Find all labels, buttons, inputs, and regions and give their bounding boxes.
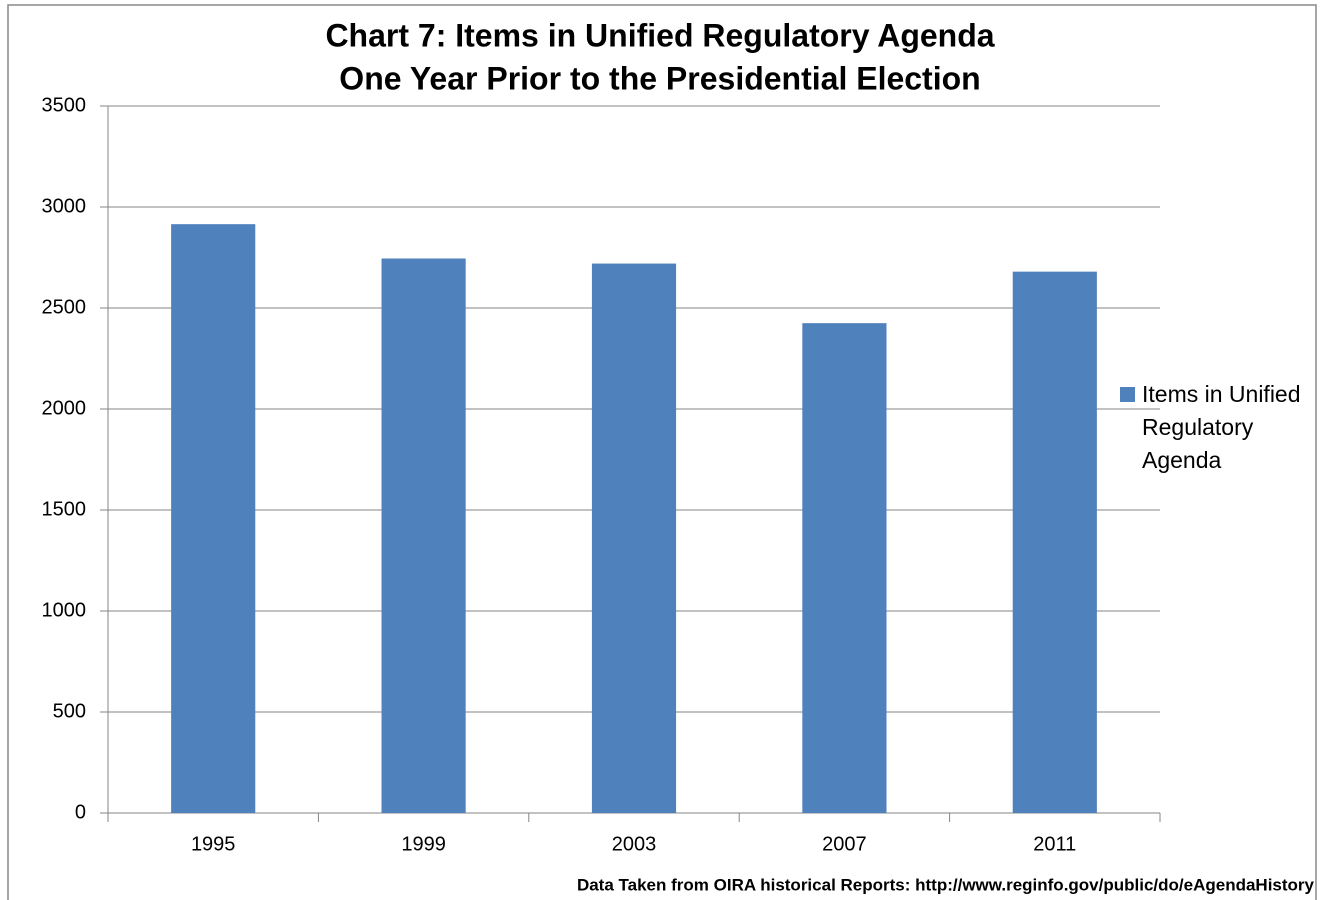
y-tick-label: 500 [53,700,86,722]
y-tick-label: 2000 [42,397,87,419]
chart-title: Chart 7: Items in Unified Regulatory Age… [325,17,994,53]
source-note: Data Taken from OIRA historical Reports:… [577,875,1315,894]
x-tick-label: 1995 [191,833,236,855]
y-tick-label: 1000 [42,599,87,621]
chart-border [7,4,1317,900]
x-tick-label: 1999 [401,833,446,855]
legend-label: Items in Unified Regulatory Agenda [1142,381,1301,473]
y-tick-label: 3000 [42,195,87,217]
y-tick-label: 2500 [42,296,87,318]
bar [1012,271,1097,813]
x-tick-label: 2011 [1033,833,1076,855]
y-tick-label: 3500 [42,94,87,116]
bar [171,224,256,814]
x-tick-label: 2007 [822,833,867,855]
bar [802,323,887,813]
legend-swatch [1120,387,1135,402]
chart-title: One Year Prior to the Presidential Elect… [339,60,980,96]
x-tick-label: 2003 [612,833,657,855]
bar [381,258,466,813]
y-tick-label: 0 [75,801,86,823]
y-tick-label: 1500 [42,498,87,520]
bar [591,263,677,813]
